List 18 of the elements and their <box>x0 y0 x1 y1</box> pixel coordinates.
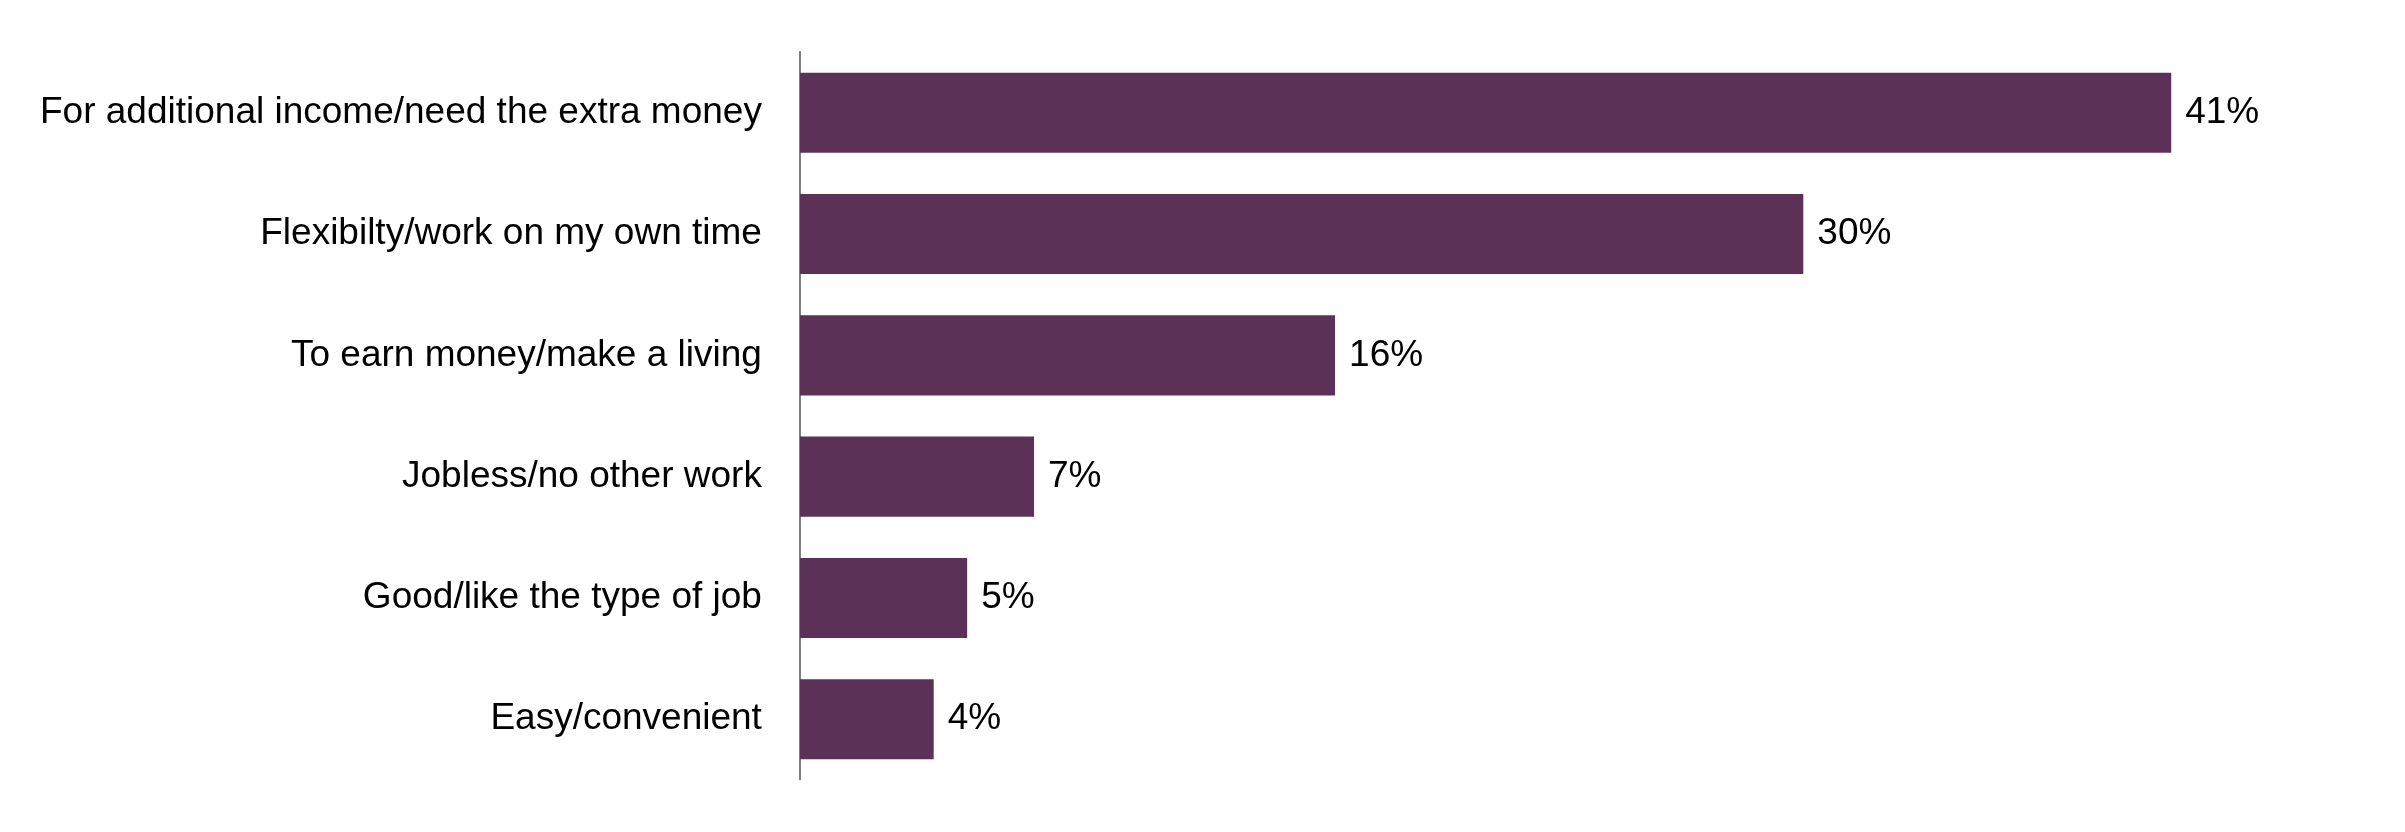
bar <box>799 679 934 760</box>
bar <box>799 72 2172 153</box>
y-tick-label: Flexibilty/work on my own time <box>260 211 762 253</box>
y-tick-label: To earn money/make a living <box>290 332 762 374</box>
data-label: 41% <box>2185 90 2260 132</box>
bar <box>799 557 968 638</box>
data-label: 7% <box>1048 453 1102 495</box>
y-tick-label: Easy/convenient <box>490 696 763 738</box>
data-label: 5% <box>981 575 1035 617</box>
data-label: 4% <box>947 696 1002 738</box>
bar <box>799 194 1804 275</box>
y-tick-label: Jobless/no other work <box>402 453 763 495</box>
bar <box>799 436 1035 517</box>
y-tick-label: Good/like the type of job <box>362 575 762 617</box>
data-label: 30% <box>1817 211 1892 253</box>
y-tick-label: For additional income/need the extra money <box>39 90 763 132</box>
bar <box>799 315 1336 396</box>
data-label: 16% <box>1349 332 1424 374</box>
